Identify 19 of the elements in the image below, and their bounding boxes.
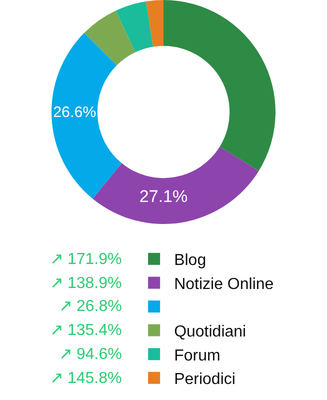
donut-slice (116, 1, 154, 52)
donut-slice (146, 0, 164, 47)
text: ↗ 26.8% (59, 298, 122, 315)
text: ↗ 145.8% (50, 370, 122, 387)
donut-slice (164, 0, 276, 171)
legend-label: Periodici (174, 371, 236, 388)
legend-label: Quotidiani (174, 324, 246, 341)
legend-label: Blog (174, 252, 206, 270)
legend-label: Notizie Online (174, 276, 274, 293)
text: ↗ 138.9% (50, 275, 122, 292)
text: ↗ 94.6% (59, 346, 122, 363)
data-label: 26.6% (53, 104, 96, 121)
data-label: 27.1% (139, 186, 188, 206)
text: ↗ 135.4% (50, 322, 122, 339)
donut-slice (52, 32, 122, 199)
legend-label: Forum (174, 347, 220, 364)
text: ↗ 171.9% (50, 251, 122, 268)
donut-slice (92, 146, 259, 224)
donut-slice (84, 10, 136, 66)
